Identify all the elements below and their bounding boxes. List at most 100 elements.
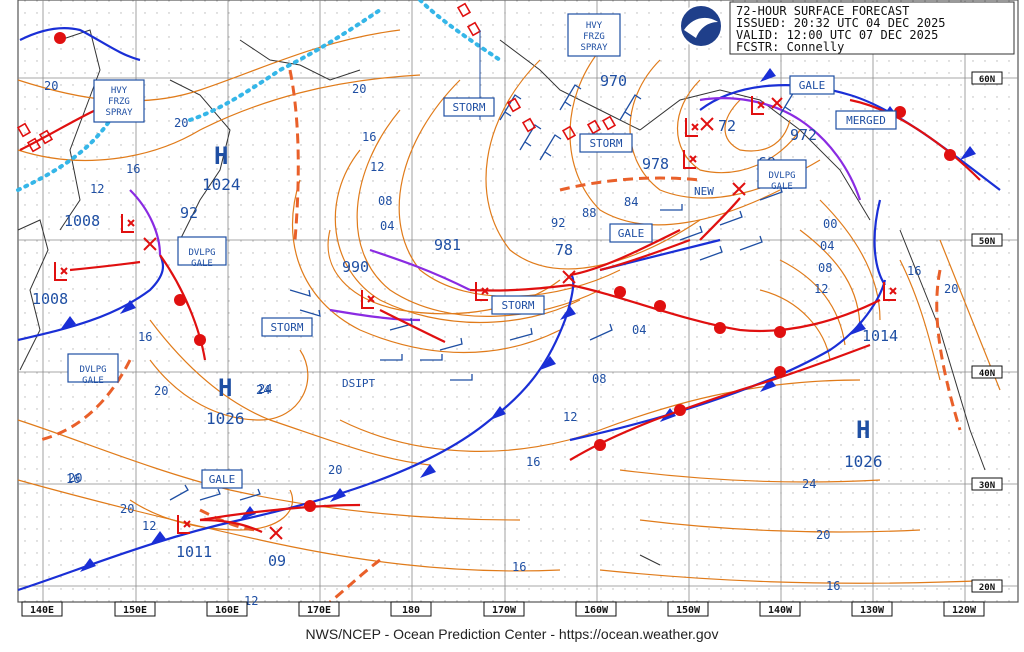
high-centers: H 1024 H 1026 H 1026 bbox=[202, 142, 883, 471]
high-letter: H bbox=[856, 416, 870, 444]
isobar-label: 08 bbox=[818, 261, 832, 275]
isobar-label: 78 bbox=[555, 241, 573, 259]
isobar-label: 20 bbox=[816, 528, 830, 542]
isobar-label: 16 bbox=[512, 560, 526, 574]
high-value: 1026 bbox=[206, 409, 245, 428]
isobar-label: 12 bbox=[142, 519, 156, 533]
annotation-dsipt: DSIPT bbox=[342, 377, 375, 390]
isobar-label: 24 bbox=[802, 477, 816, 491]
low-center-markers bbox=[143, 97, 783, 540]
isobar-label: 16 bbox=[826, 579, 840, 593]
isobar-label: 16 bbox=[526, 455, 540, 469]
low-symbols bbox=[54, 96, 897, 534]
lon-label: 140E bbox=[30, 605, 54, 616]
warning-gale: GALE bbox=[799, 79, 826, 92]
isobar-label: 12 bbox=[90, 182, 104, 196]
isobar-label: 04 bbox=[820, 239, 834, 253]
cold-fronts bbox=[17, 26, 1001, 592]
low-value: 1014 bbox=[862, 327, 898, 345]
lat-label: 30N bbox=[979, 481, 995, 491]
isobar-label: 24 bbox=[256, 383, 270, 397]
lat-label: 60N bbox=[979, 75, 995, 85]
warning-storm: STORM bbox=[501, 299, 534, 312]
lon-label: 150E bbox=[123, 605, 147, 616]
high-letter: H bbox=[214, 142, 228, 170]
high-value: 1026 bbox=[844, 452, 883, 471]
isobar-label: 72 bbox=[718, 117, 736, 135]
isobar-label: 20 bbox=[944, 282, 958, 296]
isobar-label: 16 bbox=[362, 130, 376, 144]
isobar-label: 16 bbox=[138, 330, 152, 344]
isobar-labels: 20 20 16 12 08 04 20 16 12 92 88 84 970 … bbox=[44, 72, 958, 608]
isobar-label: 970 bbox=[600, 72, 627, 90]
isobar-label: 00 bbox=[823, 217, 837, 231]
isobar-label: 12 bbox=[370, 160, 384, 174]
isobar-label: 20 bbox=[352, 82, 366, 96]
low-value: 978 bbox=[642, 155, 669, 173]
isobar-label: 20 bbox=[44, 79, 58, 93]
cold-front-barbs bbox=[60, 68, 976, 572]
lat-label: 20N bbox=[979, 583, 995, 593]
troughs bbox=[39, 69, 962, 604]
warning-storm: STORM bbox=[270, 321, 303, 334]
isobar-label: 12 bbox=[814, 282, 828, 296]
freezing-spray-symbols bbox=[16, 2, 617, 153]
isobar-label: 12 bbox=[244, 594, 258, 608]
isobar-label: 09 bbox=[268, 552, 286, 570]
longitude-labels: 140E 150E 160E 170E 180 170W 160W 150W 1… bbox=[21, 601, 985, 617]
low-value: 990 bbox=[342, 258, 369, 276]
noaa-logo bbox=[679, 4, 723, 48]
high-letter: H bbox=[218, 374, 232, 402]
isobar-label: 16 bbox=[66, 472, 80, 486]
isobar-label: 20 bbox=[68, 471, 82, 485]
warning-storm: STORM bbox=[589, 137, 622, 150]
isobar-label: 20 bbox=[120, 502, 134, 516]
warning-gale: GALE bbox=[209, 473, 236, 486]
header-panel: 72-HOUR SURFACE FORECAST ISSUED: 20:32 U… bbox=[729, 1, 1015, 55]
warning-dvlpg-gale: DVLPG GALE bbox=[79, 365, 106, 386]
isobar-label: 92 bbox=[180, 204, 198, 222]
isobar-label: 92 bbox=[551, 216, 565, 230]
warning-hvy-frzg-spray: HVY FRZG SPRAY bbox=[580, 21, 608, 53]
isobar-label: 20 bbox=[174, 116, 188, 130]
isobar-label: 20 bbox=[154, 384, 168, 398]
wind-barbs bbox=[169, 84, 802, 501]
warning-hvy-frzg-spray: HVY FRZG SPRAY bbox=[105, 86, 133, 118]
lon-label: 120W bbox=[952, 605, 977, 616]
isobar-label: 16 bbox=[126, 162, 140, 176]
annotations: DSIPT NEW bbox=[342, 185, 714, 390]
footer-credit: NWS/NCEP - Ocean Prediction Center - htt… bbox=[305, 626, 719, 642]
isobar-label: 04 bbox=[632, 323, 646, 337]
header-forecaster: FCSTR: Connelly bbox=[736, 40, 844, 54]
header-issued: ISSUED: 20:32 UTC 04 DEC 2025 bbox=[736, 16, 946, 30]
low-values: 1008 1008 990 981 978 972 1014 1011 bbox=[32, 126, 898, 561]
isobar-label: 20 bbox=[328, 463, 342, 477]
warning-dvlpg-gale: DVLPG GALE bbox=[768, 171, 795, 192]
low-value: 981 bbox=[434, 236, 461, 254]
warning-merged: MERGED bbox=[846, 114, 886, 127]
storm-track-arrows bbox=[69, 197, 741, 534]
isobar-label: 12 bbox=[563, 410, 577, 424]
lon-label: 160W bbox=[584, 605, 609, 616]
warm-front-bumps bbox=[54, 32, 956, 512]
low-value: 1008 bbox=[64, 212, 100, 230]
warning-storm: STORM bbox=[452, 101, 485, 114]
warm-fronts bbox=[19, 98, 981, 522]
lon-label: 170W bbox=[492, 605, 517, 616]
isobar-label: 16 bbox=[907, 264, 921, 278]
lat-label: 50N bbox=[979, 237, 995, 247]
latitude-labels: 60N 50N 40N 30N 20N bbox=[971, 71, 1003, 593]
warning-boxes: HVY FRZG SPRAY HVY FRZG SPRAY DVLPG GALE DVLP… bbox=[67, 13, 897, 489]
ice-edge bbox=[16, 0, 502, 192]
lon-label: 180 bbox=[402, 605, 420, 616]
isobar-label: 84 bbox=[624, 195, 638, 209]
low-value: 1011 bbox=[176, 543, 212, 561]
lon-label: 150W bbox=[676, 605, 701, 616]
annotation-new: NEW bbox=[694, 185, 714, 198]
lat-label: 40N bbox=[979, 369, 995, 379]
warning-dvlpg-gale: DVLPG GALE bbox=[188, 248, 215, 269]
coastlines bbox=[17, 29, 986, 566]
low-value: 1008 bbox=[32, 290, 68, 308]
lon-label: 160E bbox=[215, 605, 239, 616]
